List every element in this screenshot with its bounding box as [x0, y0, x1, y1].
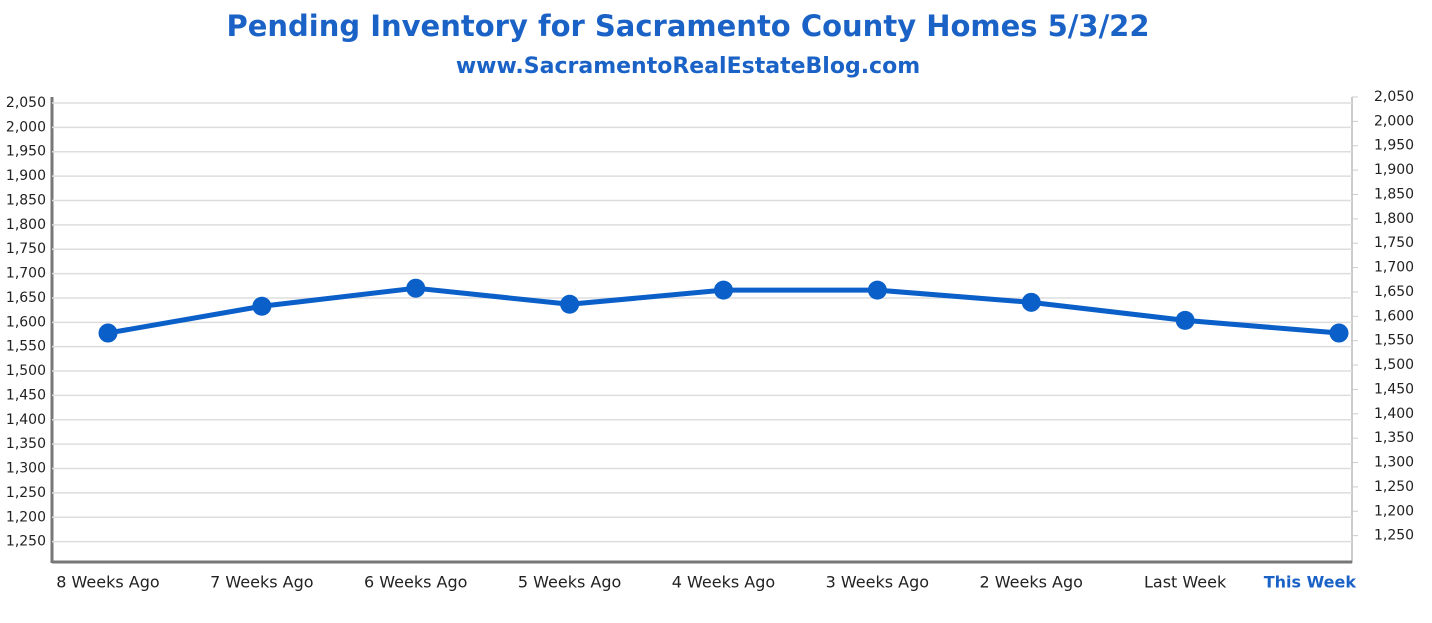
y2-tick-label: 1,500 [1374, 357, 1414, 373]
point [560, 294, 580, 314]
y2-tick-label: 1,850 [1374, 186, 1414, 202]
y-tick-label: 1,600 [6, 314, 46, 330]
y2-tick-label: 1,800 [1374, 211, 1414, 227]
y-tick-label: 2,050 [6, 95, 46, 111]
y-tick-label: 1,700 [6, 266, 46, 282]
point [1021, 292, 1041, 312]
y-tick-label: 2,000 [6, 119, 46, 135]
point [98, 323, 118, 343]
y-tick-label: 1,450 [6, 387, 46, 403]
y2-tick-label: 1,750 [1374, 235, 1414, 251]
y-tick-label: 1,550 [6, 339, 46, 355]
y2-tick-label: 1,450 [1374, 381, 1414, 397]
y2-tick-label: 1,250 [1374, 528, 1414, 544]
y-tick-label: 1,400 [6, 412, 46, 428]
y2-tick-label: 2,050 [1374, 89, 1414, 105]
x-tick-label: 3 Weeks Ago [826, 573, 929, 592]
y2-tick-label: 1,350 [1374, 430, 1414, 446]
y-tick-label: 1,950 [6, 144, 46, 160]
point [1175, 310, 1195, 330]
x-tick-label: 7 Weeks Ago [210, 573, 313, 592]
y-tick-label: 1,750 [6, 241, 46, 257]
y2-tick-label: 1,700 [1374, 260, 1414, 276]
x-tick-label: 4 Weeks Ago [672, 573, 775, 592]
x-tick-label: 2 Weeks Ago [980, 573, 1083, 592]
y-tick-label: 1,650 [6, 290, 46, 306]
x-tick-label: This Week [1264, 573, 1357, 592]
y2-tick-label: 2,000 [1374, 113, 1414, 129]
x-tick-label: 5 Weeks Ago [518, 573, 621, 592]
y2-tick-label: 1,900 [1374, 162, 1414, 178]
chart-title: Pending Inventory for Sacramento County … [226, 9, 1149, 43]
y2-tick-label: 1,300 [1374, 455, 1414, 471]
point [1329, 323, 1349, 343]
y2-tick-label: 1,550 [1374, 333, 1414, 349]
x-tick-label: 6 Weeks Ago [364, 573, 467, 592]
y-tick-label: 1,250 [6, 485, 46, 501]
y-tick-label: 1,800 [6, 217, 46, 233]
y2-tick-label: 1,950 [1374, 138, 1414, 154]
point [714, 280, 733, 300]
y-tick-label: 1,900 [6, 168, 46, 184]
x-tick-label: Last Week [1144, 573, 1227, 592]
y2-tick-label: 1,600 [1374, 308, 1414, 324]
y2-tick-label: 1,200 [1374, 503, 1414, 519]
point [867, 280, 887, 300]
point [252, 296, 272, 316]
y-tick-label: 1,500 [6, 363, 46, 379]
x-tick-label: 8 Weeks Ago [56, 573, 159, 592]
y-tick-label: 1,850 [6, 192, 46, 208]
y-tick-label: 1,300 [6, 461, 46, 477]
y2-tick-label: 1,250 [1374, 479, 1414, 495]
chart-subtitle: www.SacramentoRealEstateBlog.com [456, 54, 920, 79]
y-tick-label: 1,200 [6, 509, 46, 525]
y2-tick-label: 1,650 [1374, 284, 1414, 300]
y-tick-label: 1,250 [6, 534, 46, 550]
y2-tick-label: 1,400 [1374, 406, 1414, 422]
y-tick-label: 1,350 [6, 436, 46, 452]
point [406, 278, 426, 298]
